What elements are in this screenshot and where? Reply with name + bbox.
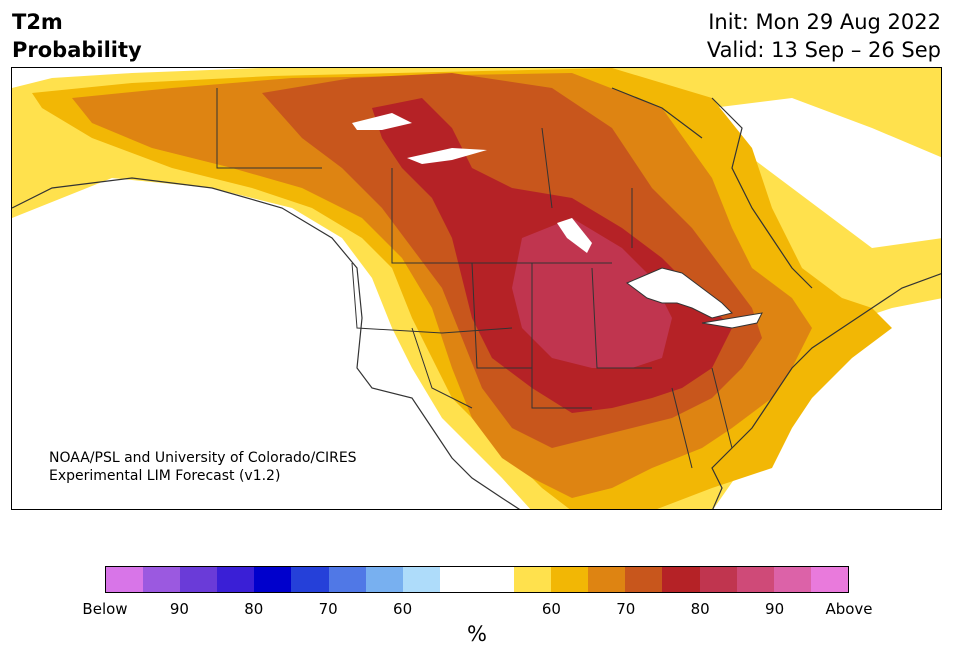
- forecast-dates: Init: Mon 29 Aug 2022 Valid: 13 Sep – 26…: [707, 8, 941, 64]
- attribution-line1: NOAA/PSL and University of Colorado/CIRE…: [49, 450, 357, 466]
- colorbar-segment: [736, 567, 774, 592]
- colorbar-segment: [625, 567, 663, 592]
- attribution: NOAA/PSL and University of Colorado/CIRE…: [49, 449, 357, 485]
- colorbar: [105, 566, 849, 593]
- colorbar-segment: [106, 567, 144, 592]
- great-lakes: [626, 267, 733, 319]
- colorbar-segment: [180, 567, 218, 592]
- colorbar-segment: [291, 567, 329, 592]
- colorbar-segment: [143, 567, 181, 592]
- colorbar-segment: [402, 567, 440, 592]
- lake-winnipeg: [557, 218, 592, 253]
- colorbar-segment: [699, 567, 737, 592]
- colorbar-tick-label: 80: [690, 600, 710, 618]
- colorbar-tick-label: 80: [244, 600, 264, 618]
- coastlines: [12, 87, 941, 509]
- init-date: Init: Mon 29 Aug 2022: [708, 10, 941, 34]
- colorbar-segment: [662, 567, 700, 592]
- colorbar-tick-label: 60: [393, 600, 413, 618]
- colorbar-unit: %: [467, 622, 487, 646]
- political-borders: [216, 88, 733, 469]
- colorbar-segment: [551, 567, 589, 592]
- colorbar-tick-label: 70: [616, 600, 636, 618]
- colorbar-segment: [773, 567, 811, 592]
- variable-label: T2m: [12, 10, 63, 34]
- attribution-line2: Experimental LIM Forecast (v1.2): [49, 468, 281, 484]
- colorbar-tick-label: 60: [541, 600, 561, 618]
- valid-date: Valid: 13 Sep – 26 Sep: [706, 38, 941, 62]
- colorbar-tick-label: Above: [825, 600, 873, 618]
- no-signal-labrador: [712, 98, 941, 248]
- colorbar-segment: [810, 567, 848, 592]
- map-svg: [12, 68, 941, 509]
- colorbar-segment: [476, 567, 515, 592]
- colorbar-segment: [254, 567, 292, 592]
- product-label: Probability: [12, 38, 142, 62]
- colorbar-segment: [439, 567, 477, 592]
- colorbar-tick-label: 90: [765, 600, 785, 618]
- lake-erie: [701, 312, 763, 329]
- colorbar-tick-label: 90: [169, 600, 189, 618]
- colorbar-segment: [328, 567, 366, 592]
- prob-zone-80: [512, 218, 672, 368]
- great-bear-lake: [407, 148, 487, 164]
- great-slave-lake: [352, 113, 412, 130]
- colorbar-tick-label: 70: [318, 600, 338, 618]
- colorbar-tick-label: Below: [82, 600, 128, 618]
- colorbar-segment: [217, 567, 255, 592]
- colorbar-segment: [588, 567, 626, 592]
- colorbar-segment: [365, 567, 403, 592]
- probability-map: [11, 67, 942, 510]
- colorbar-segment: [514, 567, 552, 592]
- map-title: T2m Probability: [12, 8, 142, 64]
